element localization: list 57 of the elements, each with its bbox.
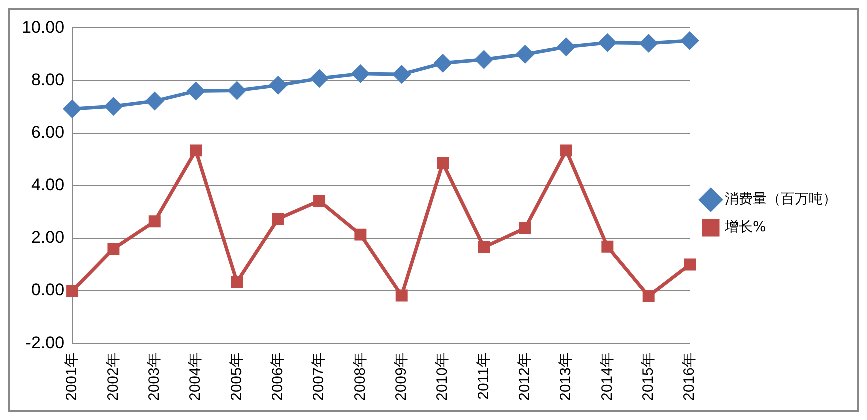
x-tick-label: 2010年 xyxy=(434,352,452,402)
point xyxy=(434,54,452,72)
point xyxy=(146,92,164,110)
point xyxy=(190,144,202,157)
x-tick-label: 2012年 xyxy=(516,352,534,402)
point xyxy=(270,76,288,94)
x-tick-label: 2013年 xyxy=(558,352,575,402)
point xyxy=(475,50,493,68)
y-tick-label: 2.00 xyxy=(31,228,65,248)
point xyxy=(352,65,370,83)
x-tick-label: 2009年 xyxy=(392,352,410,402)
y-tick-label: 10.00 xyxy=(22,18,65,37)
y-tick-label: -2.00 xyxy=(26,333,65,352)
point xyxy=(396,290,408,302)
legend-label: 增长% xyxy=(724,220,766,236)
x-tick-label: 2008年 xyxy=(352,352,369,402)
x-tick-label: 2014年 xyxy=(598,352,616,402)
x-tick-label: 2003年 xyxy=(146,352,164,402)
point xyxy=(187,82,205,100)
point xyxy=(64,100,82,118)
point xyxy=(314,195,326,208)
point xyxy=(310,70,328,88)
point xyxy=(560,144,572,157)
legend-label: 消费量（百万吨） xyxy=(725,192,837,208)
point xyxy=(642,290,655,302)
point xyxy=(478,241,490,254)
point xyxy=(108,243,120,255)
point xyxy=(684,258,696,271)
x-tick-label: 2006年 xyxy=(270,352,286,402)
x-tick-label: 2015年 xyxy=(640,352,657,402)
point xyxy=(272,213,284,226)
point xyxy=(602,240,614,253)
point xyxy=(104,98,122,116)
y-tick-label: 8.00 xyxy=(31,70,65,90)
point xyxy=(640,34,658,52)
point xyxy=(228,82,246,100)
point xyxy=(516,46,534,64)
point xyxy=(558,38,576,56)
point xyxy=(437,157,450,170)
y-tick-label: 4.00 xyxy=(31,176,65,195)
y-tick-label: 0.00 xyxy=(31,280,65,300)
point xyxy=(66,285,79,298)
point xyxy=(231,276,244,288)
point xyxy=(393,66,411,84)
x-tick-label: 2011年 xyxy=(475,352,492,400)
point xyxy=(148,216,161,228)
point xyxy=(519,222,532,234)
x-tick-label: 2005年 xyxy=(228,352,246,402)
point xyxy=(598,34,616,52)
x-tick-label: 2002年 xyxy=(104,352,122,402)
point xyxy=(354,228,367,241)
point xyxy=(681,32,699,50)
y-tick-label: 6.00 xyxy=(31,123,65,142)
x-tick-label: 2001年 xyxy=(64,352,81,402)
x-tick-label: 2007年 xyxy=(310,352,328,402)
x-tick-label: 2016年 xyxy=(681,352,698,402)
x-tick-label: 2004年 xyxy=(187,352,204,402)
